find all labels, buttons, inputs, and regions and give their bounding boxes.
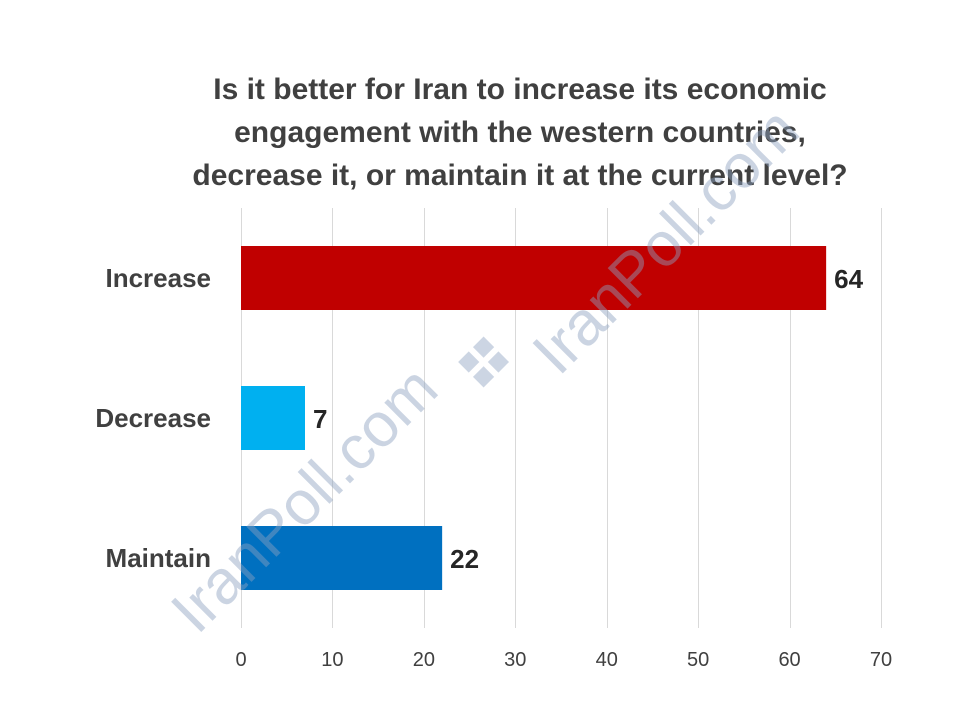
x-axis-ticks: 0 10 20 30 40 50 60 70 <box>235 649 892 671</box>
data-label-decrease: 7 <box>313 404 327 434</box>
chart-title-line-3: decrease it, or maintain it at the curre… <box>192 159 848 192</box>
x-tick-label-50: 50 <box>687 649 709 671</box>
x-tick-label-20: 20 <box>413 649 435 671</box>
bar-maintain <box>241 526 443 590</box>
chart-title-line-1: Is it better for Iran to increase its ec… <box>213 73 827 106</box>
category-label-maintain: Maintain <box>106 543 211 573</box>
data-label-increase: 64 <box>834 264 863 294</box>
x-tick-label-70: 70 <box>870 649 892 671</box>
data-label-maintain: 22 <box>450 544 479 574</box>
bars <box>241 246 827 590</box>
x-tick-label-10: 10 <box>321 649 343 671</box>
watermark: IranPoll.com IranPoll.com <box>158 95 812 646</box>
x-tick-label-40: 40 <box>596 649 618 671</box>
x-tick-label-30: 30 <box>504 649 526 671</box>
category-label-decrease: Decrease <box>95 403 211 433</box>
x-tick-label-0: 0 <box>235 649 246 671</box>
x-tick-label-60: 60 <box>778 649 800 671</box>
watermark-text-2: IranPoll.com <box>520 95 812 387</box>
data-labels: 64 7 22 <box>313 264 864 574</box>
chart-title: Is it better for Iran to increase its ec… <box>140 68 900 197</box>
category-labels: Increase Decrease Maintain <box>95 263 211 573</box>
watermark-logo-icon <box>458 336 510 388</box>
bar-increase <box>241 246 827 310</box>
category-label-increase: Increase <box>105 263 211 293</box>
bar-decrease <box>241 386 305 450</box>
chart-title-line-2: engagement with the western countries, <box>234 116 806 149</box>
